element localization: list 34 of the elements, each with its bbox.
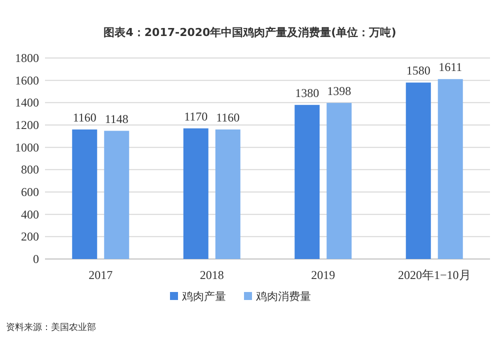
data-label: 1170 [184, 109, 208, 124]
bar [183, 128, 208, 259]
y-tick-label: 600 [21, 185, 39, 199]
data-label: 1580 [406, 64, 430, 78]
data-label: 1380 [295, 86, 320, 100]
x-tick-label: 2018 [200, 268, 224, 282]
bar [438, 79, 463, 259]
bar [215, 129, 240, 259]
y-tick-label: 0 [33, 252, 39, 266]
legend-label: 鸡肉产量 [181, 290, 226, 303]
bar [406, 82, 431, 259]
y-tick-label: 1600 [15, 73, 39, 88]
y-tick-label: 1200 [15, 118, 39, 132]
x-tick-label: 2017 [88, 268, 113, 282]
y-tick-label: 800 [21, 162, 39, 177]
data-label: 1148 [104, 112, 128, 126]
text: 资料来源：美国农业部 [6, 322, 96, 333]
y-tick-label: 200 [21, 230, 39, 244]
data-label: 1398 [327, 84, 352, 98]
x-tick-label: 2019 [311, 268, 336, 282]
y-tick-label: 1400 [15, 96, 39, 110]
data-label: 1160 [216, 110, 240, 124]
bar [104, 130, 130, 259]
y-tick-label: 400 [21, 207, 39, 222]
data-label: 1160 [72, 110, 96, 124]
data-label: 1611 [438, 60, 462, 74]
bar [326, 102, 352, 259]
chart-title: 图表4：2017-2020年中国鸡肉产量及消费量(单位：万吨) [104, 26, 396, 39]
bar [72, 129, 98, 259]
y-tick-label: 1000 [15, 140, 39, 154]
bar [294, 104, 320, 259]
y-tick-label: 1800 [15, 51, 39, 65]
x-tick-label: 2020年1−10月 [398, 268, 471, 282]
legend-label: 鸡肉消费量 [255, 290, 311, 303]
